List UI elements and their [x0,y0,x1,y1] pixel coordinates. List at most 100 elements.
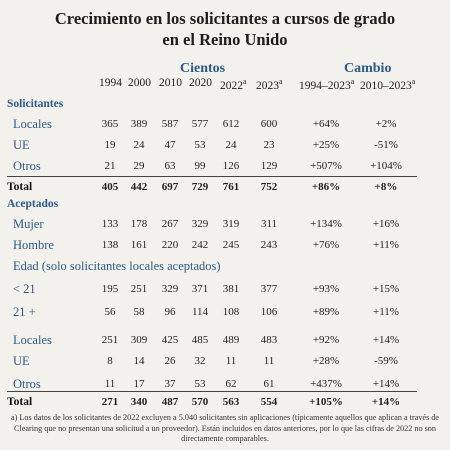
table-cell: 487 [161,396,179,408]
title-line-2: en el Reino Unido [162,30,288,49]
footnote: a) Los datos de los solicitantes de 2022… [10,413,440,443]
table-cell: 108 [222,306,240,318]
table-cell: 600 [260,118,278,130]
table-cell: 24 [133,139,145,151]
col-header-1994: 1994 [99,77,122,89]
table-cell: 271 [101,396,119,408]
table-cell: +28% [312,355,340,367]
table-cell: 365 [101,118,119,130]
table-cell: 56 [104,306,116,318]
row-label: Otros [13,159,41,173]
table-cell: 425 [161,334,179,346]
table-cell: +14% [372,334,400,346]
table-cell: -59% [374,355,398,367]
table-cell: 752 [260,181,278,193]
table-cell: +64% [312,118,340,130]
table-cell: 245 [222,239,240,251]
row-label: Locales [13,117,52,131]
section-edad: Edad (solo solicitantes locales aceptado… [13,259,221,273]
table-cell: 8 [107,355,113,367]
row-label: Otros [13,377,41,391]
table-cell: 251 [130,283,148,295]
table-cell: 697 [161,181,179,193]
table-cell: 729 [191,181,209,193]
row-label: Total [7,396,33,408]
table-cell: 58 [133,306,145,318]
header-cientos: Cientos [180,61,226,76]
table-cell: +16% [372,218,400,230]
col-header-2022: 2022a [220,77,247,92]
col-header-change-2010-2023: 2010–2023a [360,77,416,92]
table-cell: +86% [311,181,341,193]
table-cell: 195 [101,283,119,295]
table-cell: 319 [222,218,240,230]
table-cell: +437% [310,378,342,390]
table-cell: +2% [375,118,397,130]
col-header-2000: 2000 [128,77,151,89]
table-cell: +76% [312,239,340,251]
table-cell: 32 [194,355,206,367]
table-cell: -51% [374,139,398,151]
table-cell: 99 [194,160,206,172]
table-cell: 612 [222,118,240,130]
table-cell: +92% [312,334,340,346]
table-cell: 267 [161,218,179,230]
table-cell: 53 [194,378,206,390]
col-header-2023: 2023a [256,77,283,92]
table-cell: 340 [130,396,148,408]
table-cell: 14 [133,355,145,367]
table-cell: 243 [260,239,278,251]
table-cell: 63 [164,160,176,172]
table-cell: 483 [260,334,278,346]
table-cell: 126 [222,160,240,172]
table-cell: 587 [161,118,179,130]
table-cell: +11% [373,306,399,318]
table-cell: 485 [191,334,209,346]
table-cell: 11 [104,378,116,390]
table-cell: 11 [263,355,275,367]
table-cell: 381 [222,283,240,295]
table-cell: +89% [312,306,340,318]
table-cell: +104% [370,160,402,172]
table-cell: 405 [101,181,119,193]
row-label: Locales [13,333,52,347]
table-cell: 489 [222,334,240,346]
table-cell: 554 [260,396,278,408]
table-cell: 106 [260,306,278,318]
table-cell: 133 [101,218,119,230]
row-label: < 21 [13,282,36,296]
table-cell: 309 [130,334,148,346]
table-cell: +8% [374,181,398,193]
table-cell: 329 [191,218,209,230]
table-cell: 19 [104,139,116,151]
page-title: Crecimiento en los solicitantes a cursos… [0,8,450,50]
table-cell: 178 [130,218,148,230]
table-cell: 26 [164,355,176,367]
total-rule-2 [7,391,417,392]
table-cell: 311 [260,218,278,230]
table-cell: 577 [191,118,209,130]
table-cell: 251 [101,334,119,346]
col-header-2010: 2010 [159,77,182,89]
table-cell: 11 [225,355,237,367]
table-cell: 138 [101,239,119,251]
table-cell: 21 [104,160,116,172]
table-cell: +15% [372,283,400,295]
table-cell: 24 [225,139,237,151]
row-label: Mujer [13,217,44,231]
table-cell: 29 [133,160,145,172]
table-cell: 114 [191,306,209,318]
table-cell: 371 [191,283,209,295]
row-label: 21 + [13,305,36,319]
table-cell: 17 [133,378,145,390]
table-cell: 53 [194,139,206,151]
row-label: UE [13,354,30,368]
table-cell: 242 [191,239,209,251]
table-cell: +105% [309,396,343,408]
table-cell: 220 [161,239,179,251]
title-line-1: Crecimiento en los solicitantes a cursos… [54,9,396,28]
row-label: UE [13,138,30,152]
col-header-change-1994-2023: 1994–2023a [299,77,355,92]
table-cell: +507% [310,160,342,172]
